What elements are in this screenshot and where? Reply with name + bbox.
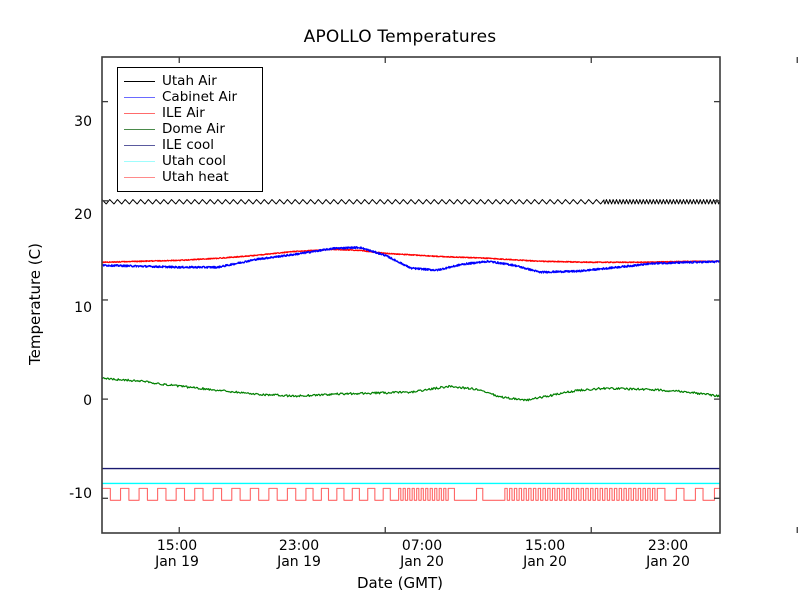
legend-swatch-cabinet-air xyxy=(124,96,155,98)
legend-label-utah-cool: Utah cool xyxy=(162,153,226,169)
x-tick-time: 23:00 xyxy=(278,538,320,554)
x-tick-label: 15:00 Jan 19 xyxy=(122,538,232,570)
y-tick-label: 10 xyxy=(74,300,92,316)
legend-swatch-utah-cool xyxy=(124,160,155,162)
series-line-ile-air xyxy=(101,248,721,264)
x-tick-label: 23:00 Jan 19 xyxy=(244,538,354,570)
legend-item-dome-air: Dome Air xyxy=(124,121,256,137)
chart-legend: Utah Air Cabinet Air ILE Air Dome Air IL… xyxy=(117,67,263,192)
y-tick-label: 30 xyxy=(74,114,92,130)
legend-swatch-utah-air xyxy=(124,80,155,82)
legend-item-utah-heat: Utah heat xyxy=(124,169,256,185)
tick-layer xyxy=(102,57,798,533)
x-tick-date: Jan 20 xyxy=(523,554,567,570)
series-line-utah-air xyxy=(101,199,721,205)
series-line-dome-air xyxy=(101,377,720,402)
legend-swatch-ile-air xyxy=(124,112,155,114)
plot-frame xyxy=(101,56,721,534)
x-tick-time: 15:00 xyxy=(156,538,198,554)
series-layer xyxy=(101,199,721,501)
x-tick-date: Jan 19 xyxy=(277,554,321,570)
x-axis-label: Date (GMT) xyxy=(356,574,444,592)
legend-swatch-utah-heat xyxy=(124,176,155,178)
legend-item-cabinet-air: Cabinet Air xyxy=(124,89,256,105)
legend-label-ile-cool: ILE cool xyxy=(162,137,215,153)
series-line-cabinet-air xyxy=(101,246,721,274)
x-tick-label: 15:00 Jan 20 xyxy=(490,538,600,570)
y-tick-label: 0 xyxy=(83,393,92,409)
x-tick-date: Jan 20 xyxy=(646,554,690,570)
legend-swatch-dome-air xyxy=(124,128,155,130)
legend-item-utah-cool: Utah cool xyxy=(124,153,256,169)
x-tick-time: 15:00 xyxy=(524,538,566,554)
series-line-utah-heat xyxy=(101,487,721,501)
legend-label-utah-heat: Utah heat xyxy=(162,169,229,185)
legend-label-cabinet-air: Cabinet Air xyxy=(162,89,238,105)
legend-label-ile-air: ILE Air xyxy=(162,105,205,121)
x-tick-time: 23:00 xyxy=(647,538,689,554)
legend-item-utah-air: Utah Air xyxy=(124,73,256,89)
legend-swatch-ile-cool xyxy=(124,144,155,146)
x-tick-time: 07:00 xyxy=(401,538,443,554)
legend-label-dome-air: Dome Air xyxy=(162,121,225,137)
chart-title: APOLLO Temperatures xyxy=(303,27,497,47)
legend-item-ile-air: ILE Air xyxy=(124,105,256,121)
x-tick-label: 07:00 Jan 20 xyxy=(367,538,477,570)
x-tick-label: 23:00 Jan 20 xyxy=(613,538,723,570)
legend-label-utah-air: Utah Air xyxy=(162,73,217,89)
y-tick-label: -10 xyxy=(69,486,92,502)
legend-item-ile-cool: ILE cool xyxy=(124,137,256,153)
y-tick-label: 20 xyxy=(74,207,92,223)
x-tick-date: Jan 20 xyxy=(400,554,444,570)
x-tick-date: Jan 19 xyxy=(155,554,199,570)
